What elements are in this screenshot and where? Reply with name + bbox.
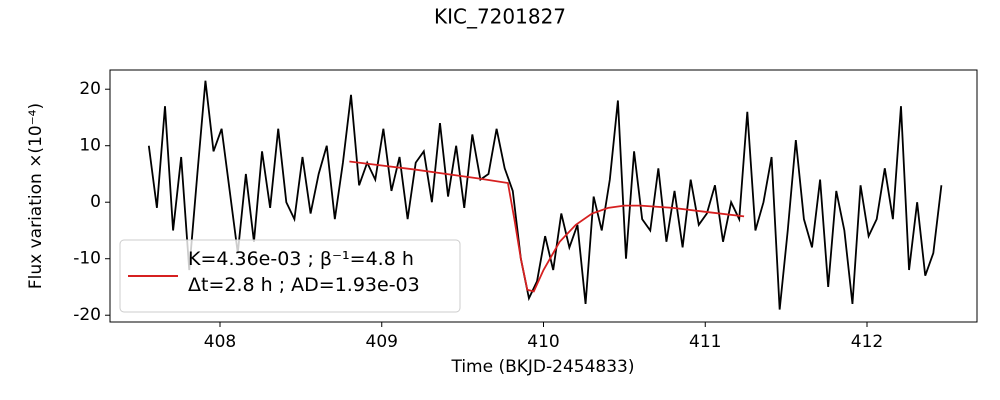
x-tick-label: 410 [527, 332, 559, 352]
series-line [349, 160, 745, 293]
plot-frame [109, 69, 978, 323]
x-tick-label: 409 [366, 332, 398, 352]
x-axis-label: Time (BKJD-2454833) [450, 357, 634, 377]
y-tick-label: -20 [73, 305, 101, 325]
y-tick-label: 0 [90, 192, 101, 212]
legend-label: K=4.36e-03 ; β⁻¹=4.8 h Δt=2.8 h ; AD=1.9… [188, 248, 420, 296]
x-tick-label: 412 [851, 332, 883, 352]
legend-box [119, 239, 461, 313]
y-axis-label: Flux variation ×(10⁻⁴) [26, 103, 46, 289]
legend-entry: K=4.36e-03 ; β⁻¹=4.8 h Δt=2.8 h ; AD=1.9… [188, 248, 420, 296]
y-tick-label: 10 [79, 136, 101, 156]
y-tick-label: -10 [73, 249, 101, 269]
x-tick-label: 411 [689, 332, 721, 352]
x-tick-label: 408 [204, 332, 236, 352]
series-line [147, 80, 943, 310]
y-tick-label: 20 [79, 79, 101, 99]
chart-title: KIC_7201827 [434, 5, 566, 29]
